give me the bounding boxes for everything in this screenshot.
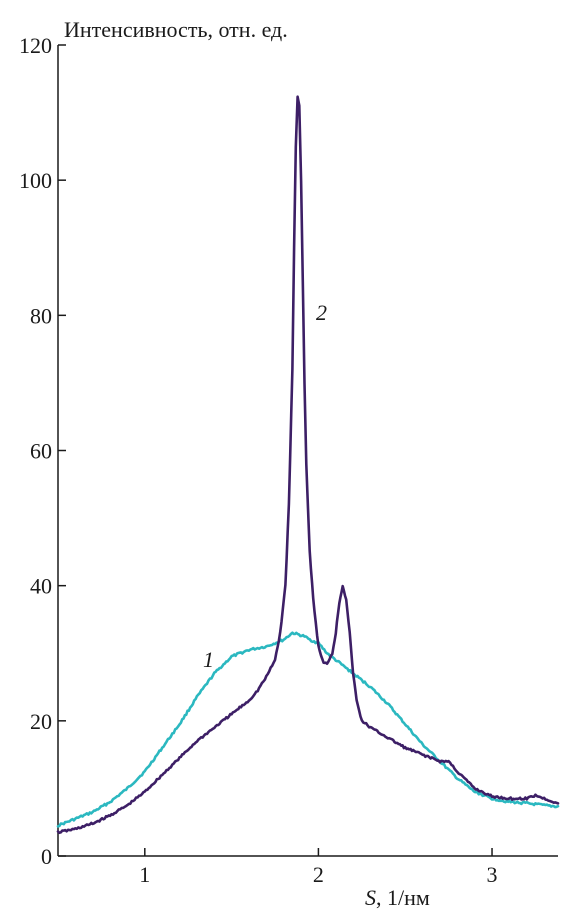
series-label-2: 2 — [316, 300, 327, 325]
y-axis-title: Интенсивность, отн. ед. — [64, 17, 288, 42]
series-group — [56, 95, 560, 835]
y-tick-label: 20 — [30, 709, 52, 734]
y-tick-label: 0 — [41, 844, 52, 869]
x-axis-title: S, 1/нм — [365, 885, 430, 910]
x-tick-label: 1 — [139, 862, 150, 887]
y-tick-label: 60 — [30, 439, 52, 464]
labels-group: Интенсивность, отн. ед. S, 1/нм 1 2 — [64, 17, 430, 910]
y-tick-label: 40 — [30, 574, 52, 599]
series-line-2 — [56, 95, 560, 835]
x-axis-symbol: S — [365, 885, 376, 910]
y-tick-label: 80 — [30, 303, 52, 328]
series-label-1: 1 — [203, 647, 214, 672]
x-axis-unit: , 1/нм — [376, 885, 430, 910]
y-tick-label: 100 — [19, 168, 52, 193]
x-tick-label: 2 — [313, 862, 324, 887]
axes: 0 20 40 60 80 100 120 1 2 3 — [19, 33, 558, 887]
x-tick-label: 3 — [487, 862, 498, 887]
y-tick-label: 120 — [19, 33, 52, 58]
series-line-1 — [56, 631, 560, 828]
